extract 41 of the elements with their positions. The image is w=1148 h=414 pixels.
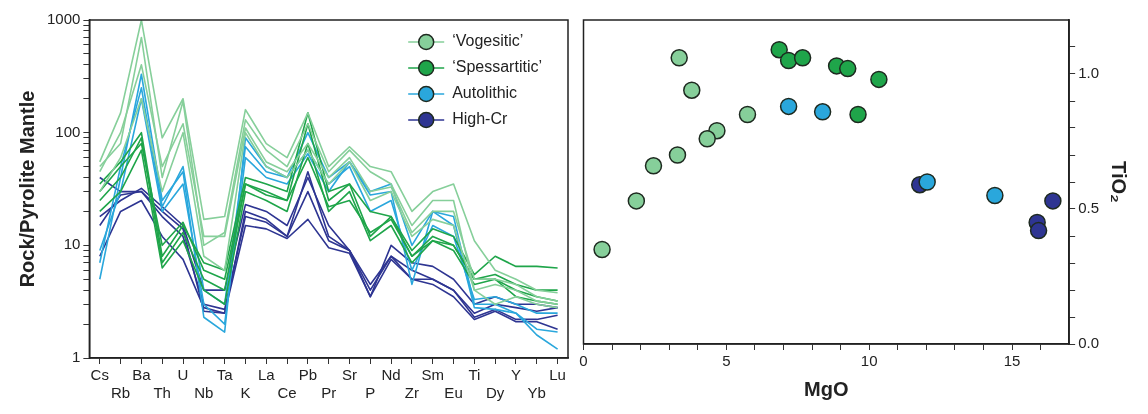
x-tick-label: Ti [468,366,481,384]
x-tick-label: K [240,384,251,402]
legend-label: High-Cr [452,110,508,128]
y2-tick-label: 1.0 [1078,64,1100,82]
x-tick-label: Dy [485,384,505,402]
x-tick-label: 10 [860,352,878,370]
x-tick-label: Th [153,384,171,402]
x-tick-label: 5 [722,352,731,370]
y-tick-label: 10 [63,235,81,253]
y2-tick-label: 0.0 [1078,334,1100,352]
x-tick-label: Ce [277,384,297,402]
y-axis-title: Rock/Pyrolite Mantle [15,90,38,288]
y2-axis-title: TiO₂ [1108,161,1131,203]
x-tick-label: 0 [579,352,588,370]
x-tick-label: Yb [527,384,546,402]
x-tick-label: 15 [1003,352,1021,370]
legend-label: Autolithic [452,84,518,102]
x-tick-label: Sr [341,366,357,384]
y2-tick-label: 0.5 [1078,199,1100,217]
x-tick-label: Y [510,366,521,384]
x-tick-label: Nb [194,384,214,402]
x-tick-label: Ta [216,366,234,384]
x-tick-label: Sm [421,366,444,384]
x-tick-label: Ba [132,366,152,384]
x-tick-label: Rb [110,384,131,402]
legend-label: ‘Vogesitic’ [452,32,524,50]
x-tick-label: Cs [90,366,109,384]
x-tick-label: P [365,384,376,402]
x-tick-label: U [177,366,189,384]
x-tick-label: Zr [404,384,420,402]
x-tick-label: Nd [381,366,401,384]
y-tick-label: 1000 [46,10,81,28]
x-tick-label: Pb [298,366,318,384]
x-axis-title: MgO [804,377,849,400]
x-tick-label: La [257,366,276,384]
legend-label: ‘Spessartitic’ [452,58,543,76]
x-tick-label: Pr [321,384,337,402]
x-tick-label: Lu [549,366,566,384]
y-tick-label: 100 [55,122,81,140]
y-tick-label: 1 [72,348,81,366]
x-tick-label: Eu [444,384,463,402]
